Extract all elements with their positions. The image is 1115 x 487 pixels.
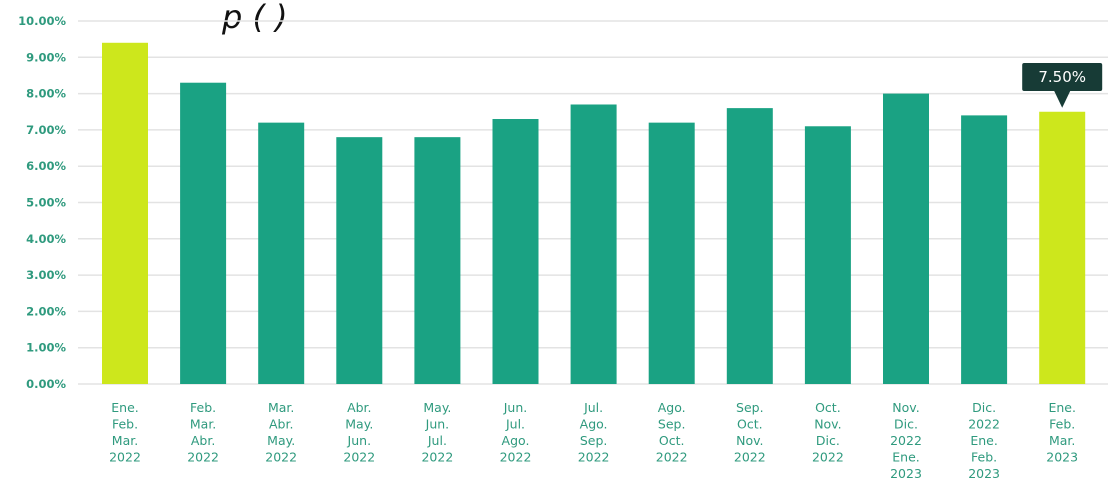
- value-tooltip: 7.50%: [1022, 63, 1103, 108]
- x-tick-label: Oct. Nov. Dic. 2022: [812, 400, 844, 465]
- bar: [726, 108, 773, 385]
- bar: [492, 119, 539, 384]
- x-tick-label: Dic. 2022 Ene. Feb. 2023: [968, 400, 1000, 481]
- bar: [648, 122, 695, 384]
- y-tick-label: 4.00%: [26, 232, 66, 246]
- y-tick-label: 10.00%: [18, 14, 66, 28]
- y-tick-label: 6.00%: [26, 159, 66, 173]
- bar: [180, 82, 227, 385]
- x-tick-label: May. Jun. Jul. 2022: [421, 400, 453, 465]
- bar: [336, 137, 383, 384]
- y-tick-label: 2.00%: [26, 304, 66, 318]
- x-tick-label: Ene. Feb. Mar. 2023: [1046, 400, 1078, 465]
- y-tick-label: 9.00%: [26, 50, 66, 64]
- x-tick-label: Jul. Ago. Sep. 2022: [578, 400, 610, 465]
- y-tick-label: 0.00%: [26, 377, 66, 391]
- bar: [414, 137, 461, 384]
- chart-title-fragment: p ( ): [221, 0, 288, 36]
- bars: [102, 42, 1086, 385]
- x-tick-label: Abr. May. Jun. 2022: [343, 400, 375, 465]
- x-tick-label: Nov. Dic. 2022 Ene. 2023: [890, 400, 922, 481]
- bar: [804, 126, 851, 385]
- y-tick-label: 5.00%: [26, 196, 66, 210]
- bar: [1039, 111, 1086, 384]
- x-tick-label: Sep. Oct. Nov. 2022: [734, 400, 766, 465]
- bar: [258, 122, 305, 384]
- y-axis-ticks: 0.00% 1.00% 2.00% 3.00% 4.00% 5.00% 6.00% 7.00%…: [18, 14, 66, 391]
- y-tick-label: 8.00%: [26, 87, 66, 101]
- bar: [883, 93, 929, 384]
- y-tick-label: 7.00%: [26, 123, 66, 137]
- y-tick-label: 3.00%: [26, 268, 66, 282]
- tooltip-box: [1022, 63, 1103, 91]
- bar: [961, 115, 1008, 384]
- x-tick-label: Jun. Jul. Ago. 2022: [500, 400, 532, 465]
- tooltip-pointer: [1054, 91, 1071, 108]
- y-tick-label: 1.00%: [26, 341, 66, 355]
- x-tick-label: Mar. Abr. May. 2022: [265, 400, 297, 465]
- x-axis-labels: Ene. Feb. Mar. 2022 Feb. Mar. Abr. 2022 Mar. Abr.…: [109, 400, 1078, 481]
- bar: [570, 104, 617, 385]
- bar: [102, 42, 148, 384]
- x-tick-label: Feb. Mar. Abr. 2022: [187, 400, 219, 465]
- x-tick-label: Ago. Sep. Oct. 2022: [656, 400, 688, 465]
- tooltip-label: 7.50%: [1038, 68, 1086, 86]
- x-tick-label: Ene. Feb. Mar. 2022: [109, 400, 141, 465]
